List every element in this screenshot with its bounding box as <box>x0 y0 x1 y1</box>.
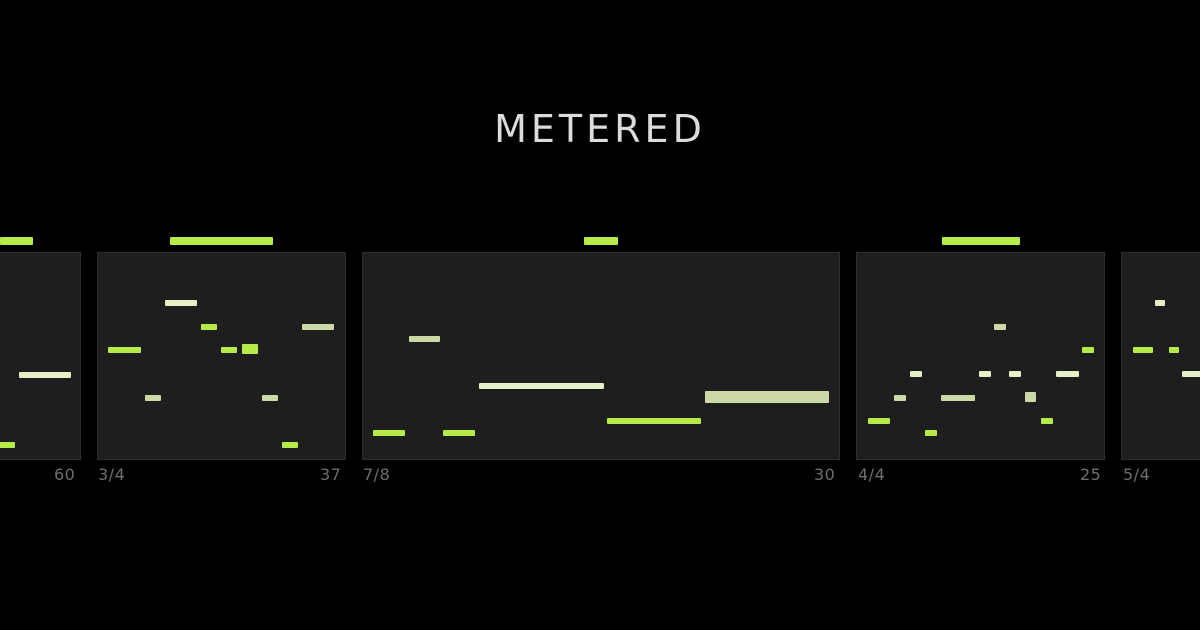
note <box>994 324 1006 330</box>
panel-3[interactable] <box>856 252 1105 460</box>
panel-4-meter: 5/4 <box>1123 465 1151 484</box>
note <box>868 418 890 424</box>
note <box>373 430 405 436</box>
note <box>894 395 906 401</box>
panel-4[interactable] <box>1121 252 1200 460</box>
note <box>705 391 829 403</box>
note <box>0 442 15 448</box>
panel-0[interactable] <box>0 252 81 460</box>
note <box>145 395 161 401</box>
panel-3-progress-bar <box>942 237 1020 245</box>
panel-1[interactable] <box>97 252 346 460</box>
note <box>201 324 217 330</box>
note <box>1169 347 1179 353</box>
note <box>1056 371 1079 377</box>
note <box>165 300 197 306</box>
panel-1-progress-bar <box>170 237 273 245</box>
panel-0-count: 60 <box>54 465 76 484</box>
note <box>941 395 975 401</box>
note <box>925 430 937 436</box>
note <box>1082 347 1094 353</box>
note <box>1155 300 1165 306</box>
note <box>1133 347 1153 353</box>
note <box>242 344 258 354</box>
panel-1-count: 37 <box>320 465 342 484</box>
note <box>19 372 71 378</box>
note <box>979 371 991 377</box>
panel-3-meter: 4/4 <box>858 465 886 484</box>
page-title: METERED <box>494 107 706 151</box>
note <box>302 324 334 330</box>
panel-2[interactable] <box>362 252 840 460</box>
note <box>1182 371 1200 377</box>
panel-2-meter: 7/8 <box>363 465 391 484</box>
note <box>1041 418 1053 424</box>
note <box>1025 392 1036 402</box>
note <box>282 442 298 448</box>
panel-0-progress-bar <box>0 237 33 245</box>
note <box>607 418 701 424</box>
note <box>443 430 475 436</box>
note <box>262 395 278 401</box>
note <box>108 347 141 353</box>
note <box>1009 371 1021 377</box>
note <box>409 336 440 342</box>
panel-2-count: 30 <box>814 465 836 484</box>
note <box>910 371 922 377</box>
note <box>221 347 237 353</box>
note <box>479 383 604 389</box>
panel-2-progress-bar <box>584 237 618 245</box>
panel-1-meter: 3/4 <box>98 465 126 484</box>
panel-3-count: 25 <box>1080 465 1102 484</box>
